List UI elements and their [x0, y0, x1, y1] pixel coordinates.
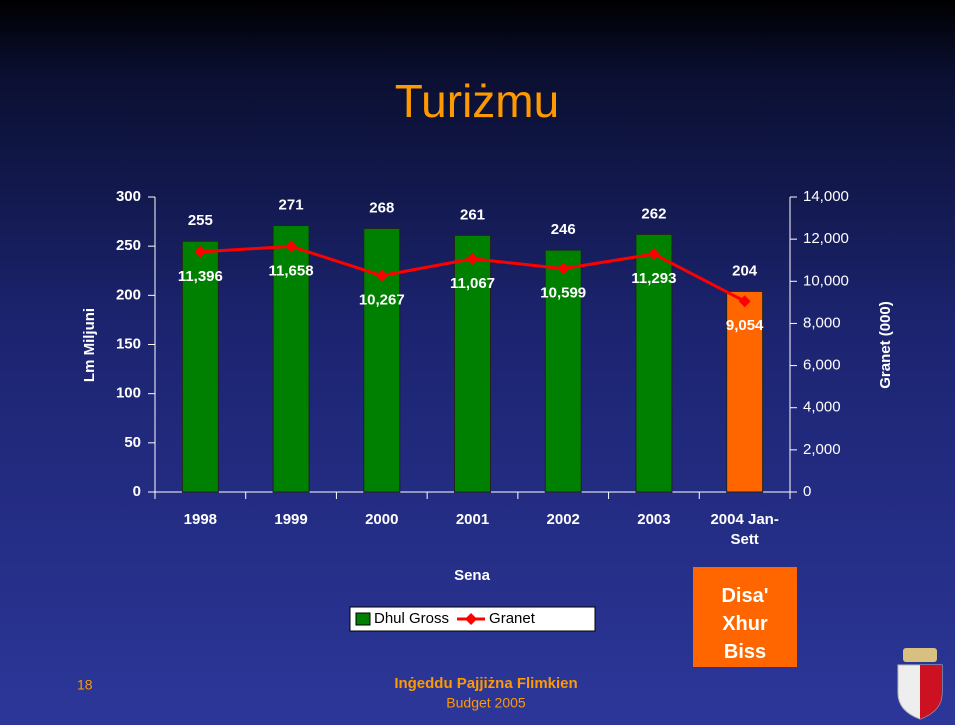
- y-tick-label: 100: [116, 385, 141, 402]
- x-tick-label: 2001: [455, 511, 490, 528]
- bar-value-label: 246: [551, 221, 576, 238]
- page-number: 18: [77, 677, 93, 693]
- y-tick-label: 150: [116, 335, 141, 352]
- y-tick-label: 200: [116, 286, 141, 303]
- line-value-label: 11,658: [269, 262, 314, 279]
- y2-tick-label: 14,000: [803, 188, 849, 205]
- line-value-label: 10,599: [540, 285, 586, 302]
- y2-tick-label: 8,000: [803, 314, 841, 331]
- bar-value-label: 204: [732, 262, 758, 279]
- bar-value-label: 262: [641, 205, 666, 222]
- legend-marker: [465, 613, 478, 625]
- y2-tick-label: 6,000: [803, 357, 841, 374]
- line-value-label: 11,396: [178, 268, 223, 285]
- y2-tick-label: 12,000: [803, 230, 849, 247]
- y-tick-label: 0: [133, 483, 141, 500]
- line-value-label: 11,293: [631, 270, 676, 287]
- emblem: [897, 648, 943, 720]
- line-value-label: 9,054: [726, 317, 764, 334]
- line-marker: [647, 248, 660, 261]
- bar: [635, 233, 673, 493]
- bar: [726, 290, 764, 493]
- y-tick-label: 300: [116, 188, 141, 205]
- bar-value-label: 271: [279, 196, 304, 213]
- note-box: [693, 567, 797, 667]
- y2-tick-label: 2,000: [803, 441, 841, 458]
- line-marker: [738, 295, 751, 308]
- line-marker: [285, 240, 298, 253]
- line-marker: [557, 262, 570, 275]
- line-value-label: 10,267: [359, 292, 405, 309]
- chart-title: Turiżmu: [395, 75, 559, 127]
- line-marker: [194, 245, 207, 258]
- bar-value-label: 255: [188, 212, 213, 229]
- x-axis-title: Sena: [454, 567, 491, 584]
- y-tick-label: 250: [116, 237, 141, 254]
- x-tick-label: 1999: [274, 511, 308, 528]
- budget: Budget 2005: [446, 695, 526, 711]
- y2-tick-label: 4,000: [803, 399, 841, 416]
- line-marker: [375, 269, 388, 282]
- x-tick-label: 2003: [637, 511, 671, 528]
- x-tick-label: 1998: [183, 511, 218, 528]
- bar-value-label: 261: [460, 206, 485, 223]
- bar: [181, 240, 219, 493]
- legend-label: Dhul Gross: [374, 610, 449, 627]
- bar: [363, 227, 401, 493]
- x-tick-label: 2000: [365, 511, 399, 528]
- legend-swatch: [355, 612, 371, 626]
- x-tick-label: 2002: [546, 511, 580, 528]
- bar-value-label: 268: [369, 199, 394, 216]
- bar: [454, 234, 491, 493]
- x-tick-label: 2004 Jan-Sett: [710, 511, 779, 548]
- y2-tick-label: 0: [803, 483, 811, 500]
- line-value-label: 11,067: [450, 275, 495, 292]
- y2-axis-title: Granet (000): [877, 301, 894, 389]
- slogan: Inġeddu Pajjiżna Flimkien: [394, 675, 577, 692]
- note: Disa' Xhur Biss: [721, 585, 769, 663]
- legend-label: Granet: [489, 610, 536, 627]
- y-axis-title: Lm Miljuni: [81, 308, 98, 382]
- bar: [272, 225, 310, 493]
- bar: [544, 249, 582, 493]
- line-marker: [466, 252, 479, 265]
- y2-tick-label: 10,000: [803, 272, 849, 289]
- y-tick-label: 50: [124, 434, 141, 451]
